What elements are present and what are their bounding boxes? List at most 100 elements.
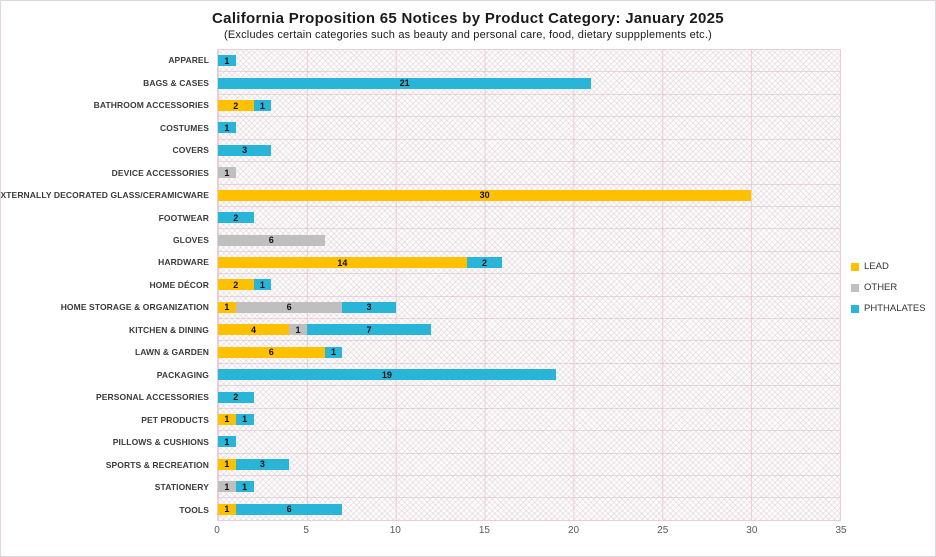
x-tick-label: 5 xyxy=(303,525,309,536)
bar-segment-phthalates: 1 xyxy=(218,436,236,448)
bar-segment-lead: 14 xyxy=(218,257,467,268)
category-label: HOME DÉCOR xyxy=(149,279,209,290)
bar-segment-phthalates: 6 xyxy=(235,503,343,515)
bar-segment-lead: 1 xyxy=(218,458,236,470)
bar-segment-phthalates: 1 xyxy=(218,122,236,134)
category-label: SPORTS & RECREATION xyxy=(105,459,209,470)
category-label: PET PRODUCTS xyxy=(141,414,209,425)
category-label: APPAREL xyxy=(168,55,209,66)
category-label: PILLOWS & CUSHIONS xyxy=(112,437,209,448)
category-label: BATHROOM ACCESSORIES xyxy=(93,100,209,111)
bar-segment-phthalates: 3 xyxy=(235,458,290,470)
category-label: HOME STORAGE & ORGANIZATION xyxy=(60,302,209,313)
bar-segment-other: 6 xyxy=(218,234,325,246)
legend-label: PHTHALATES xyxy=(864,303,926,314)
plot-area: 1 21 2 1 1 3 1 30 2 6 14 2 2 1 1 6 3 4 1 7 6 1 19 2 1 1 1 1 3 1 1 1 6 xyxy=(217,49,841,521)
bar-row: 2 xyxy=(218,386,840,409)
category-axis: APPAREL BAGS & CASES BATHROOM ACCESSORIES C… xyxy=(1,49,217,521)
bar-segment-lead: 1 xyxy=(218,413,236,425)
category-label: PACKAGING xyxy=(156,369,209,380)
bar-segment-phthalates: 3 xyxy=(342,301,396,313)
bar-segment-other: 1 xyxy=(218,167,236,179)
bar-segment-phthalates: 7 xyxy=(306,324,432,336)
x-tick-label: 25 xyxy=(657,525,669,536)
category-label: COVERS xyxy=(172,145,209,156)
bar-row: 21 xyxy=(218,72,840,95)
bar-segment-phthalates: 1 xyxy=(253,100,272,112)
bar-segment-lead: 30 xyxy=(218,189,752,201)
legend-item-phthalates: PHTHALATES xyxy=(851,303,926,314)
category-label: BAGS & CASES xyxy=(143,77,209,88)
legend-item-other: OTHER xyxy=(851,282,926,293)
bar-segment-phthalates: 2 xyxy=(466,257,503,268)
bar-segment-lead: 4 xyxy=(218,324,290,336)
bar-segment-phthalates: 21 xyxy=(218,77,592,89)
legend-item-lead: LEAD xyxy=(851,261,926,272)
bar-row: 30 xyxy=(218,185,840,207)
x-tick-label: 35 xyxy=(835,525,847,536)
bar-segment-phthalates: 2 xyxy=(218,212,254,224)
bar-segment-phthalates: 1 xyxy=(253,279,272,291)
category-label: TOOLS xyxy=(179,504,209,515)
chart-title: California Proposition 65 Notices by Pro… xyxy=(212,10,724,27)
category-label: KITCHEN & DINING xyxy=(129,324,209,335)
category-label: HARDWARE xyxy=(158,257,209,268)
category-label: COSTUMES xyxy=(160,122,209,133)
bar-segment-phthalates: 1 xyxy=(235,413,254,425)
legend-label: LEAD xyxy=(864,261,889,272)
bar-segment-lead: 1 xyxy=(218,301,236,313)
bar-segment-phthalates: 1 xyxy=(235,481,254,493)
bar-row: 3 xyxy=(218,140,840,163)
chart-subtitle: (Excludes certain categories such as bea… xyxy=(224,29,712,41)
category-label: DEVICE ACCESSORIES xyxy=(111,167,209,178)
bar-segment-other: 6 xyxy=(235,301,343,313)
bar-row: 6 xyxy=(218,229,840,252)
category-label: EXTERNALLY DECORATED GLASS/CERAMICWARE xyxy=(0,190,209,201)
category-label: STATIONERY xyxy=(154,482,209,493)
bar-segment-lead: 1 xyxy=(218,503,236,515)
bar-segment-phthalates: 1 xyxy=(324,346,343,358)
legend-swatch-other xyxy=(851,283,859,292)
bar-segment-phthalates: 3 xyxy=(218,144,272,156)
legend: LEAD OTHER PHTHALATES xyxy=(851,261,926,314)
bar-row: 1 xyxy=(218,117,840,140)
category-label: FOOTWEAR xyxy=(158,212,209,223)
bar-segment-other: 1 xyxy=(218,481,236,493)
x-axis: 0 5 10 15 20 25 30 35 xyxy=(214,521,846,539)
legend-column: LEAD OTHER PHTHALATES xyxy=(841,49,935,521)
bar-row: 1 xyxy=(218,162,840,185)
x-tick-label: 30 xyxy=(746,525,758,536)
bar-segment-lead: 2 xyxy=(218,100,254,112)
bar-row: 19 xyxy=(218,364,840,387)
x-tick-label: 20 xyxy=(568,525,580,536)
chart-body: APPAREL BAGS & CASES BATHROOM ACCESSORIES C… xyxy=(1,49,935,521)
bar-segment-lead: 2 xyxy=(218,279,254,291)
x-tick-label: 15 xyxy=(478,525,490,536)
bar-segment-other: 1 xyxy=(289,324,307,336)
legend-label: OTHER xyxy=(864,282,898,293)
x-tick-label: 10 xyxy=(389,525,401,536)
category-label: PERSONAL ACCESSORIES xyxy=(96,392,209,403)
legend-swatch-phthalates xyxy=(851,304,859,313)
bar-segment-lead: 6 xyxy=(218,346,325,358)
x-tick-label: 0 xyxy=(214,525,220,536)
legend-swatch-lead xyxy=(851,262,859,271)
bar-row: 14 2 xyxy=(218,252,840,275)
bar-segment-phthalates: 1 xyxy=(218,55,236,67)
bar-row: 2 xyxy=(218,207,840,230)
bar-row: 1 xyxy=(218,431,840,454)
bar-segment-phthalates: 19 xyxy=(218,369,556,381)
category-label: LAWN & GARDEN xyxy=(134,347,209,358)
bar-row: 1 xyxy=(218,50,840,73)
bar-segment-phthalates: 2 xyxy=(218,391,254,403)
